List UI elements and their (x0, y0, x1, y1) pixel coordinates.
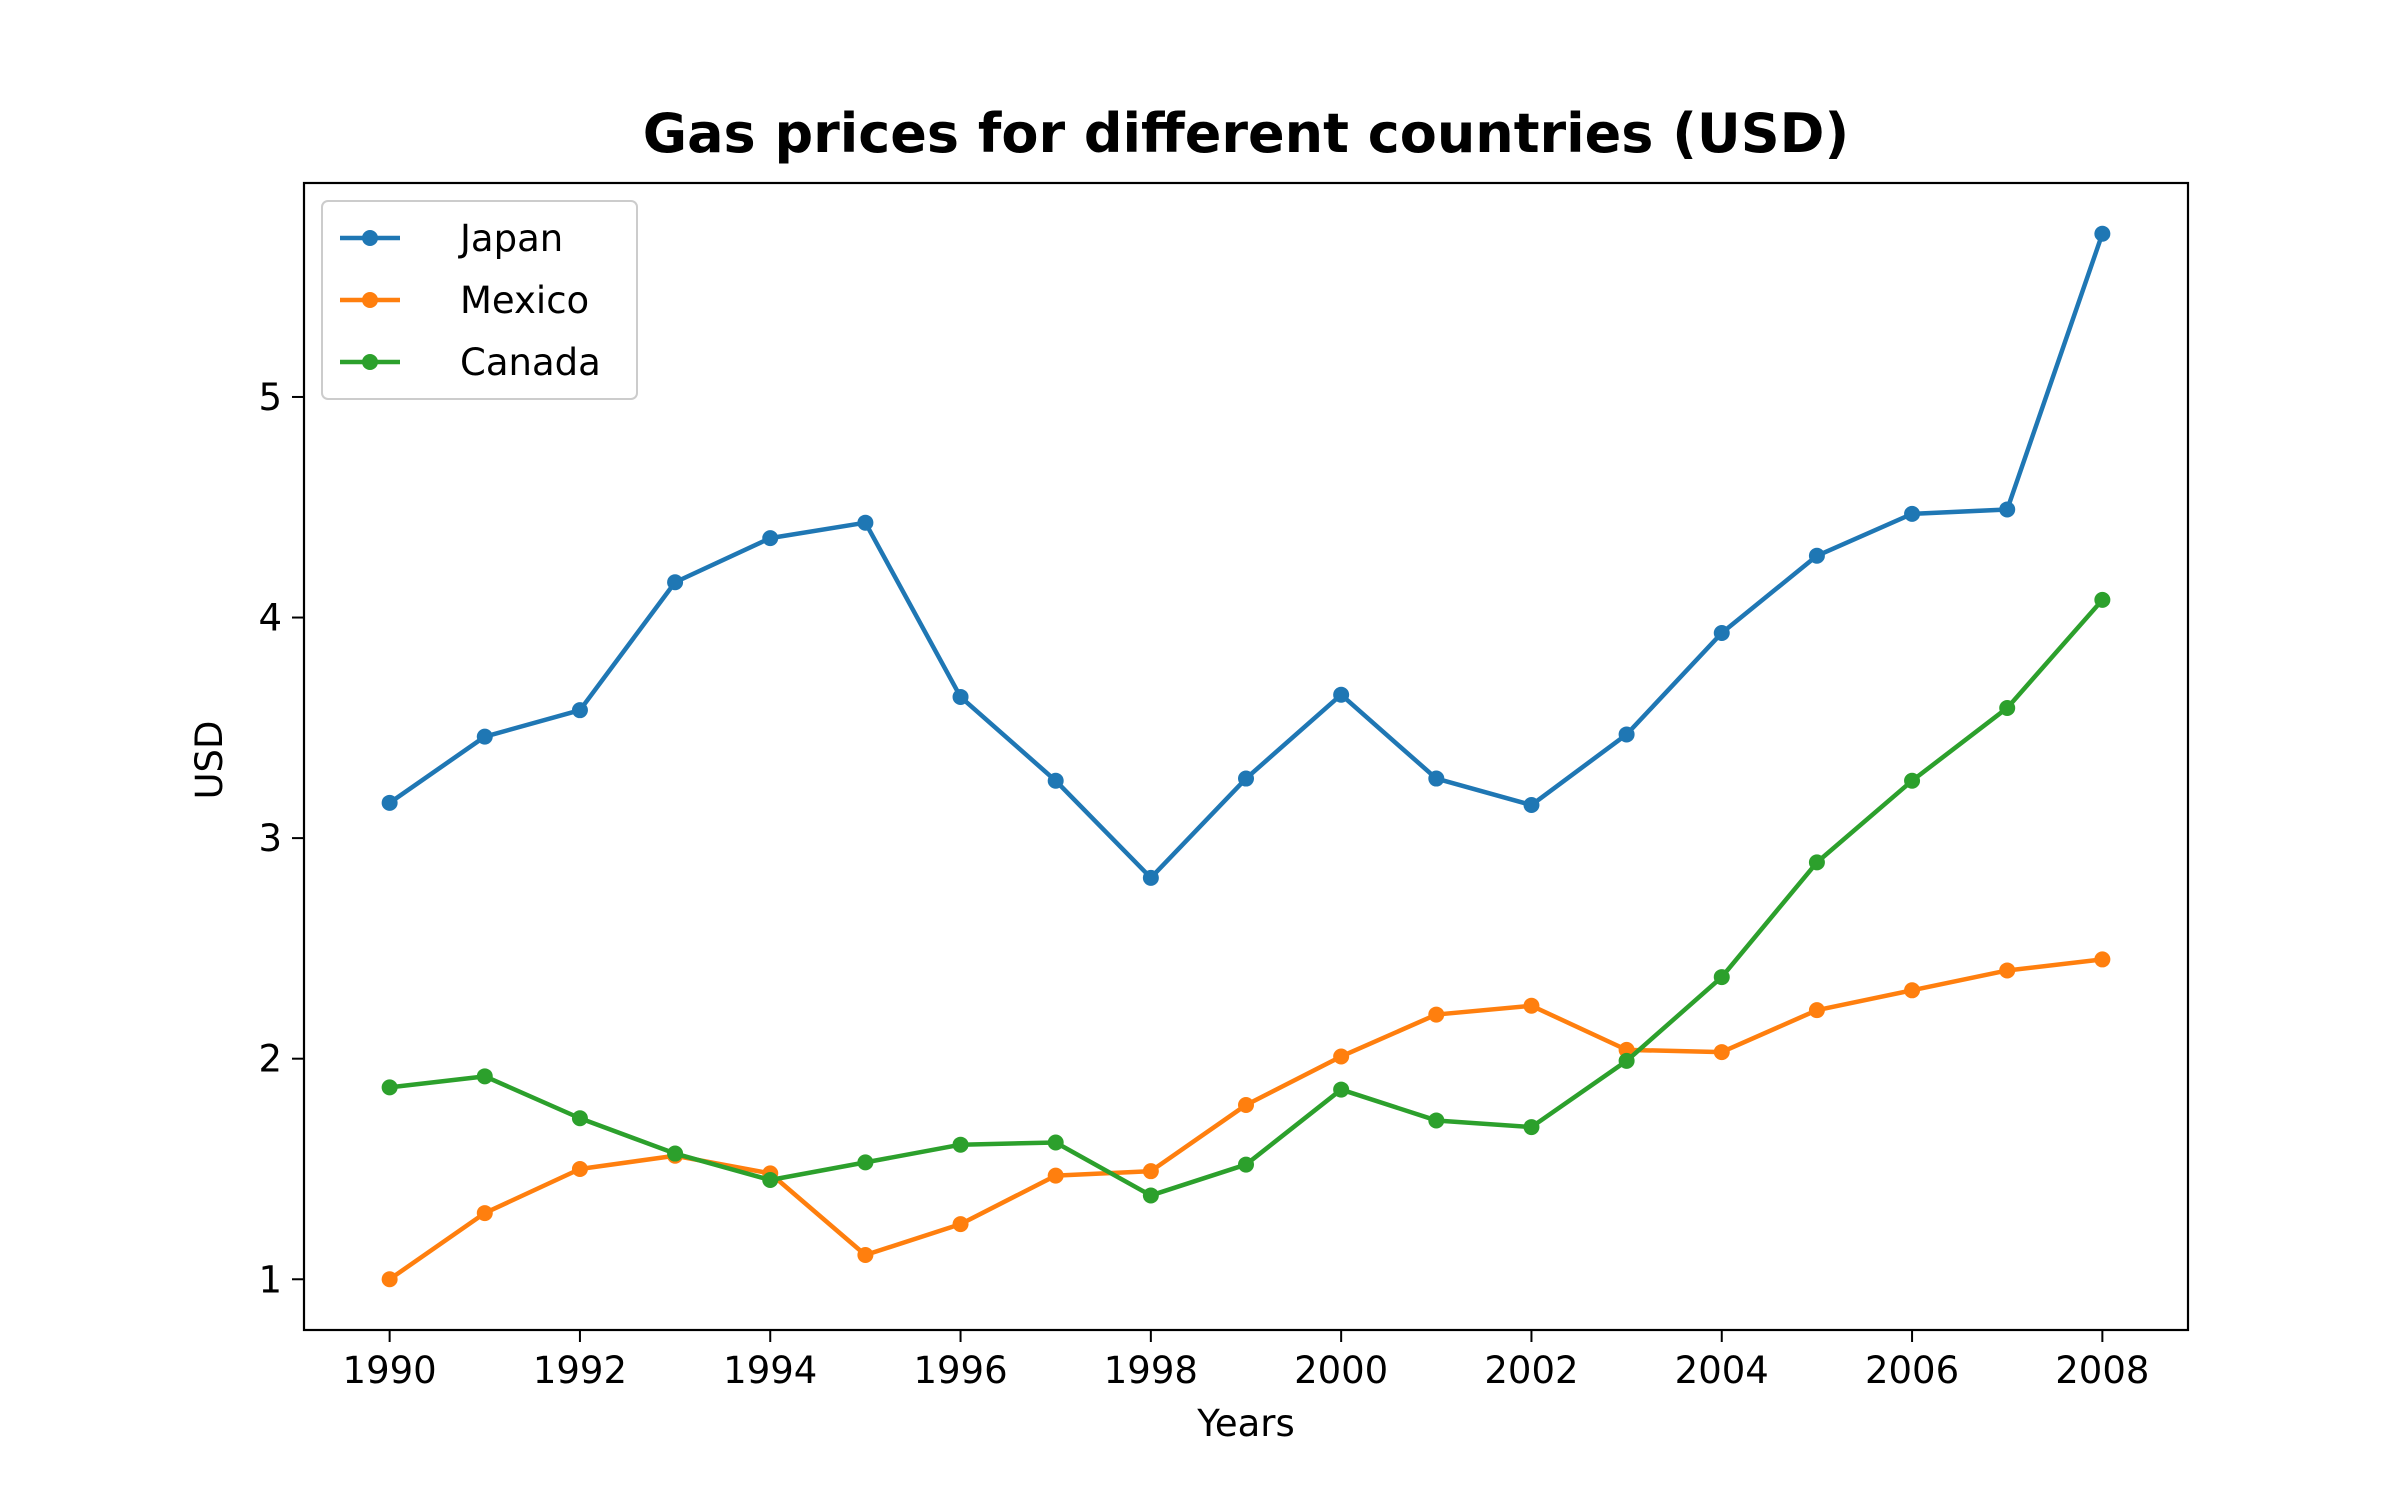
data-point-japan (1904, 505, 1921, 522)
data-point-japan (1142, 869, 1159, 886)
legend-marker-mexico (362, 292, 378, 308)
series-japan (381, 225, 2111, 886)
legend-box (321, 200, 638, 400)
data-point-mexico (1333, 1048, 1350, 1065)
data-point-mexico (1808, 1002, 1825, 1019)
chart-title: Gas prices for different countries (USD) (643, 102, 1849, 165)
data-point-mexico (1713, 1044, 1730, 1061)
legend: Japan Mexico Canada (321, 200, 638, 400)
x-tick-label: 1998 (1104, 1349, 1198, 1392)
x-tick-label: 2002 (1484, 1349, 1578, 1392)
data-point-mexico (1618, 1041, 1635, 1058)
legend-label-japan: Japan (458, 217, 563, 260)
y-tick-label: 4 (258, 597, 282, 640)
data-point-canada (952, 1136, 969, 1153)
y-axis-label: USD (188, 720, 231, 799)
data-point-japan (476, 728, 493, 745)
data-point-japan (2094, 225, 2111, 242)
x-tick-label: 2000 (1294, 1349, 1388, 1392)
legend-label-mexico: Mexico (460, 279, 589, 322)
data-point-canada (1904, 772, 1921, 789)
data-point-japan (1523, 797, 1540, 814)
data-point-mexico (1999, 962, 2016, 979)
data-point-japan (1333, 686, 1350, 703)
data-point-mexico (1047, 1167, 1064, 1184)
data-point-mexico (381, 1271, 398, 1288)
data-point-japan (1999, 501, 2016, 518)
y-tick-label: 2 (258, 1038, 282, 1081)
y-axis: 1 2 3 4 5 (258, 376, 304, 1301)
data-point-japan (952, 688, 969, 705)
plot-frame (302, 181, 2190, 1332)
data-point-mexico (952, 1216, 969, 1233)
data-point-japan (1808, 547, 1825, 564)
x-tick-label: 1990 (343, 1349, 437, 1392)
data-point-japan (571, 702, 588, 719)
data-point-mexico (1238, 1097, 1254, 1114)
data-point-mexico (1904, 982, 1921, 999)
x-tick-label: 2008 (2055, 1349, 2149, 1392)
data-point-mexico (1523, 997, 1540, 1014)
x-tick-label: 2004 (1675, 1349, 1769, 1392)
x-tick-label: 2006 (1865, 1349, 1959, 1392)
legend-item-canada: Canada (340, 341, 601, 384)
data-point-canada (571, 1110, 588, 1127)
data-point-canada (1999, 699, 2016, 716)
data-point-mexico (1428, 1006, 1445, 1023)
data-point-japan (762, 530, 779, 547)
data-point-canada (1238, 1156, 1254, 1173)
x-tick-label: 1994 (723, 1349, 817, 1392)
data-point-canada (381, 1079, 398, 1096)
data-point-canada (1808, 854, 1825, 871)
legend-marker-canada (362, 354, 378, 370)
legend-marker-japan (362, 230, 378, 246)
plot-area (381, 225, 2111, 1288)
data-point-mexico (2094, 951, 2111, 968)
data-point-canada (1333, 1081, 1350, 1098)
data-point-japan (1047, 772, 1064, 789)
data-point-japan (381, 794, 398, 811)
x-tick-label: 1996 (913, 1349, 1007, 1392)
data-point-mexico (476, 1205, 493, 1222)
x-axis: 1990 1992 1994 1996 1998 2000 2002 2004 2006 2008 (343, 1330, 2149, 1392)
data-point-canada (1047, 1134, 1064, 1151)
data-point-japan (667, 574, 684, 591)
data-point-canada (2094, 591, 2111, 608)
series-canada (381, 591, 2111, 1204)
y-tick-label: 3 (258, 817, 282, 860)
legend-item-mexico: Mexico (340, 279, 589, 322)
data-point-canada (667, 1145, 684, 1162)
data-point-mexico (571, 1160, 588, 1177)
data-point-japan (1618, 726, 1635, 743)
data-point-japan (1238, 770, 1254, 787)
data-point-japan (857, 514, 874, 531)
legend-label-canada: Canada (460, 341, 601, 384)
data-point-canada (1142, 1187, 1159, 1204)
data-point-canada (1618, 1052, 1635, 1069)
data-point-japan (1713, 624, 1730, 641)
data-point-canada (762, 1172, 779, 1189)
data-point-canada (857, 1154, 874, 1171)
y-tick-label: 5 (258, 376, 282, 419)
y-tick-label: 1 (258, 1258, 282, 1301)
x-axis-label: Years (1196, 1402, 1295, 1445)
data-point-mexico (857, 1247, 874, 1264)
legend-item-japan: Japan (340, 217, 563, 260)
data-point-canada (1713, 969, 1730, 986)
data-point-japan (1428, 770, 1445, 787)
data-point-mexico (1142, 1163, 1159, 1180)
data-point-canada (476, 1068, 493, 1085)
x-tick-label: 1992 (533, 1349, 627, 1392)
data-point-canada (1523, 1119, 1540, 1136)
data-point-canada (1428, 1112, 1445, 1129)
